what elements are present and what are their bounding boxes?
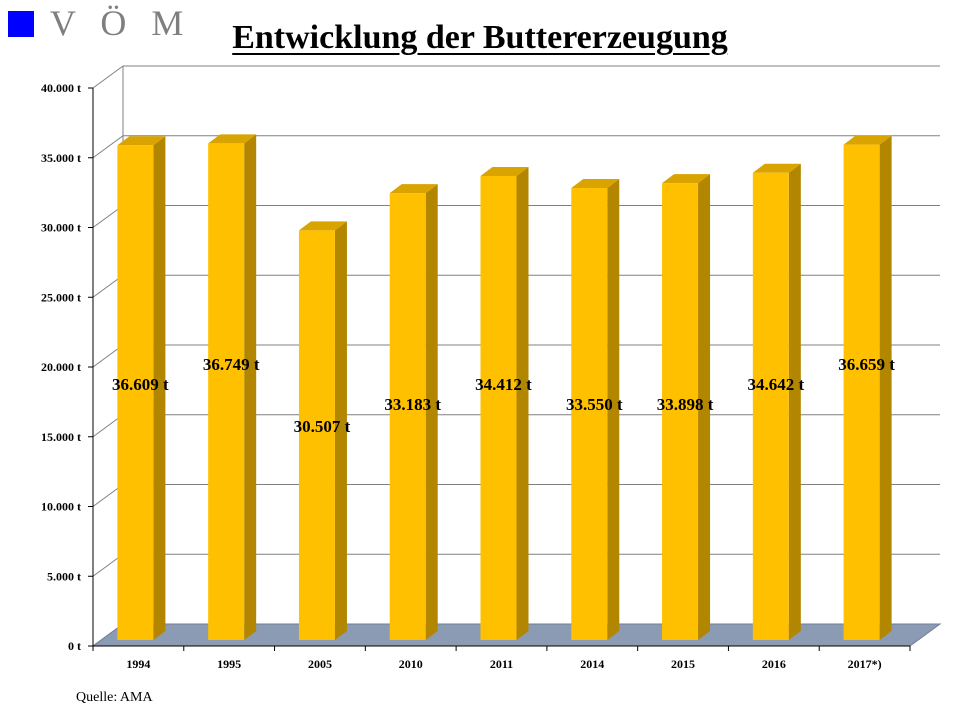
bar [117,145,154,640]
data-label: 34.642 t [747,375,804,394]
x-tick-label: 1994 [126,657,150,671]
y-tick-label: 5.000 t [47,569,81,583]
page-title: Entwicklung der Buttererzeugung [232,19,728,56]
bar [480,175,517,640]
y-tick-label: 40.000 t [41,81,81,95]
y-tick-label: 30.000 t [41,221,81,235]
bar [208,143,245,641]
gridline-side [92,65,124,89]
bar [298,230,335,640]
bar-side [244,134,257,641]
data-label: 33.183 t [384,395,441,414]
bar [389,193,426,640]
y-tick-label: 10.000 t [41,500,81,514]
y-tick-label: 15.000 t [41,430,81,444]
y-tick-label: 20.000 t [41,360,81,374]
bar [662,183,699,640]
bar-side [879,135,892,641]
bar-top [843,135,892,145]
x-tick-label: 2014 [580,657,604,671]
bar-side [788,163,801,641]
x-tick-label: 2015 [671,657,695,671]
bar-side [153,136,166,640]
bar-side [516,166,529,640]
x-tick-label: 1995 [217,657,241,671]
data-label: 33.550 t [566,395,623,414]
bar-side [425,184,438,640]
bar-side [607,178,620,641]
bar [843,144,880,641]
data-label: 34.412 t [475,375,532,394]
bar-top [752,163,801,173]
logo-text: V Ö M [50,3,192,43]
source-note: Quelle: AMA [76,690,153,705]
gridline-side [92,135,124,159]
bar-side [334,221,347,640]
logo-square [8,11,34,37]
bar-top [571,178,620,188]
y-tick-label: 25.000 t [41,290,81,304]
bar [752,172,789,641]
data-label: 30.507 t [294,417,351,436]
y-tick-label: 35.000 t [41,151,81,165]
bar-top [480,166,529,176]
x-tick-label: 2017*) [848,657,882,671]
data-label: 36.749 t [203,355,260,374]
bar-side [698,174,711,640]
bar-top [298,221,347,231]
bar [571,187,608,641]
bar-top [662,174,711,184]
bar-top [208,134,257,144]
x-tick-label: 2016 [762,657,786,671]
x-tick-label: 2005 [308,657,332,671]
bar-top [117,136,166,146]
x-tick-label: 2010 [399,657,423,671]
data-label: 33.898 t [657,395,714,414]
x-tick-label: 2011 [490,657,513,671]
data-label: 36.659 t [838,355,895,374]
bar-top [389,184,438,194]
data-label: 36.609 t [112,375,169,394]
y-tick-label: 0 t [68,639,81,653]
